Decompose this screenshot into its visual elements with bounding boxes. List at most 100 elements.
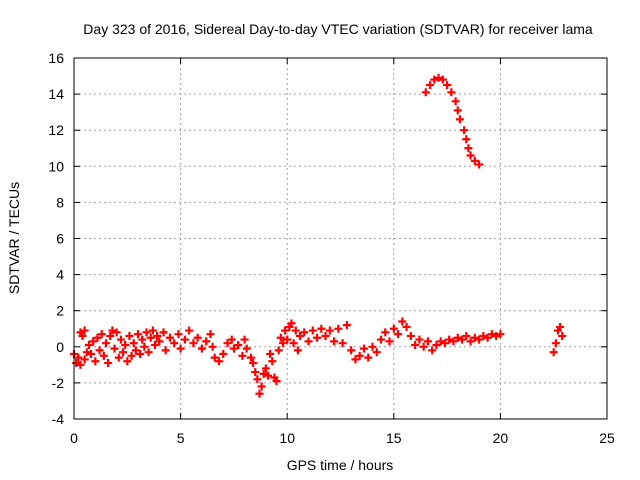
x-tick-label: 25	[599, 430, 615, 446]
data-point	[261, 364, 270, 373]
data-point	[219, 350, 228, 359]
data-point	[144, 348, 153, 357]
data-point	[385, 337, 394, 346]
data-point	[140, 342, 149, 351]
data-point	[372, 348, 381, 357]
data-point	[300, 328, 309, 337]
data-point	[108, 326, 117, 335]
data-point	[165, 333, 174, 342]
data-point	[89, 337, 98, 346]
data-point	[466, 337, 475, 346]
data-point	[148, 326, 157, 335]
data-point	[438, 75, 447, 84]
data-point	[131, 346, 140, 355]
data-point	[558, 331, 567, 340]
x-tick-label: 0	[70, 430, 78, 446]
data-point	[74, 353, 83, 362]
data-point	[180, 335, 189, 344]
data-point	[415, 335, 424, 344]
data-point	[426, 81, 435, 90]
data-point	[133, 330, 142, 339]
data-point	[466, 151, 475, 160]
data-point	[155, 337, 164, 346]
data-point	[411, 340, 420, 349]
y-tick-label: -2	[52, 375, 65, 391]
y-tick-label: 6	[56, 231, 64, 247]
data-point	[106, 331, 115, 340]
data-point	[432, 340, 441, 349]
data-point	[240, 335, 249, 344]
data-point	[487, 330, 496, 339]
data-point	[110, 344, 119, 353]
data-point	[176, 344, 185, 353]
data-point	[151, 340, 160, 349]
data-point	[464, 144, 473, 153]
data-point	[257, 382, 266, 391]
data-point	[308, 326, 317, 335]
data-point	[278, 339, 287, 348]
y-tick-label: -4	[52, 411, 65, 427]
data-point	[423, 337, 432, 346]
data-point	[398, 317, 407, 326]
data-point	[84, 340, 93, 349]
y-tick-label: 10	[48, 158, 64, 174]
data-point	[317, 324, 326, 333]
y-axis-label: SDTVAR / TECUs	[6, 182, 22, 294]
plot-frame	[73, 57, 608, 420]
data-point	[104, 359, 113, 368]
data-point	[153, 331, 162, 340]
data-point	[325, 326, 334, 335]
data-point	[447, 88, 456, 97]
data-point	[355, 351, 364, 360]
data-point	[479, 331, 488, 340]
data-point	[453, 106, 462, 115]
data-point	[266, 350, 275, 359]
data-points	[70, 73, 567, 398]
data-point	[364, 353, 373, 362]
data-point	[80, 355, 89, 364]
data-point	[430, 75, 439, 84]
data-point	[97, 330, 106, 339]
data-point	[492, 331, 501, 340]
data-point	[436, 337, 445, 346]
data-point	[80, 326, 89, 335]
data-point	[101, 339, 110, 348]
data-point	[394, 330, 403, 339]
data-point	[272, 377, 281, 386]
data-point	[76, 360, 85, 369]
data-point	[234, 340, 243, 349]
x-tick-label: 15	[386, 430, 402, 446]
data-point	[274, 346, 283, 355]
data-point	[287, 319, 296, 328]
data-point	[214, 357, 223, 366]
data-point	[229, 344, 238, 353]
data-point	[445, 335, 454, 344]
data-point	[142, 328, 151, 337]
data-point	[93, 333, 102, 342]
data-point	[449, 337, 458, 346]
data-point	[206, 330, 215, 339]
chart-title: Day 323 of 2016, Sidereal Day-to-day VTE…	[83, 21, 593, 37]
data-point	[458, 335, 467, 344]
data-point	[289, 339, 298, 348]
y-tick-label: 12	[48, 122, 64, 138]
data-point	[125, 331, 134, 340]
data-point	[227, 335, 236, 344]
data-point	[330, 337, 339, 346]
data-point	[223, 339, 232, 348]
x-tick-label: 20	[493, 430, 509, 446]
data-point	[189, 339, 198, 348]
data-point	[496, 330, 505, 339]
data-point	[136, 350, 145, 359]
data-point	[259, 369, 268, 378]
data-point	[483, 333, 492, 342]
data-point	[291, 326, 300, 335]
data-point	[87, 350, 96, 359]
data-point	[276, 333, 285, 342]
data-point	[95, 346, 104, 355]
axis-ticks: 0 5 10 15 20 25 -4 -2 0 2 4 6 8 10 12 14 16	[48, 50, 615, 446]
data-point	[556, 322, 565, 331]
data-point	[434, 73, 443, 82]
y-tick-label: 0	[56, 339, 64, 355]
